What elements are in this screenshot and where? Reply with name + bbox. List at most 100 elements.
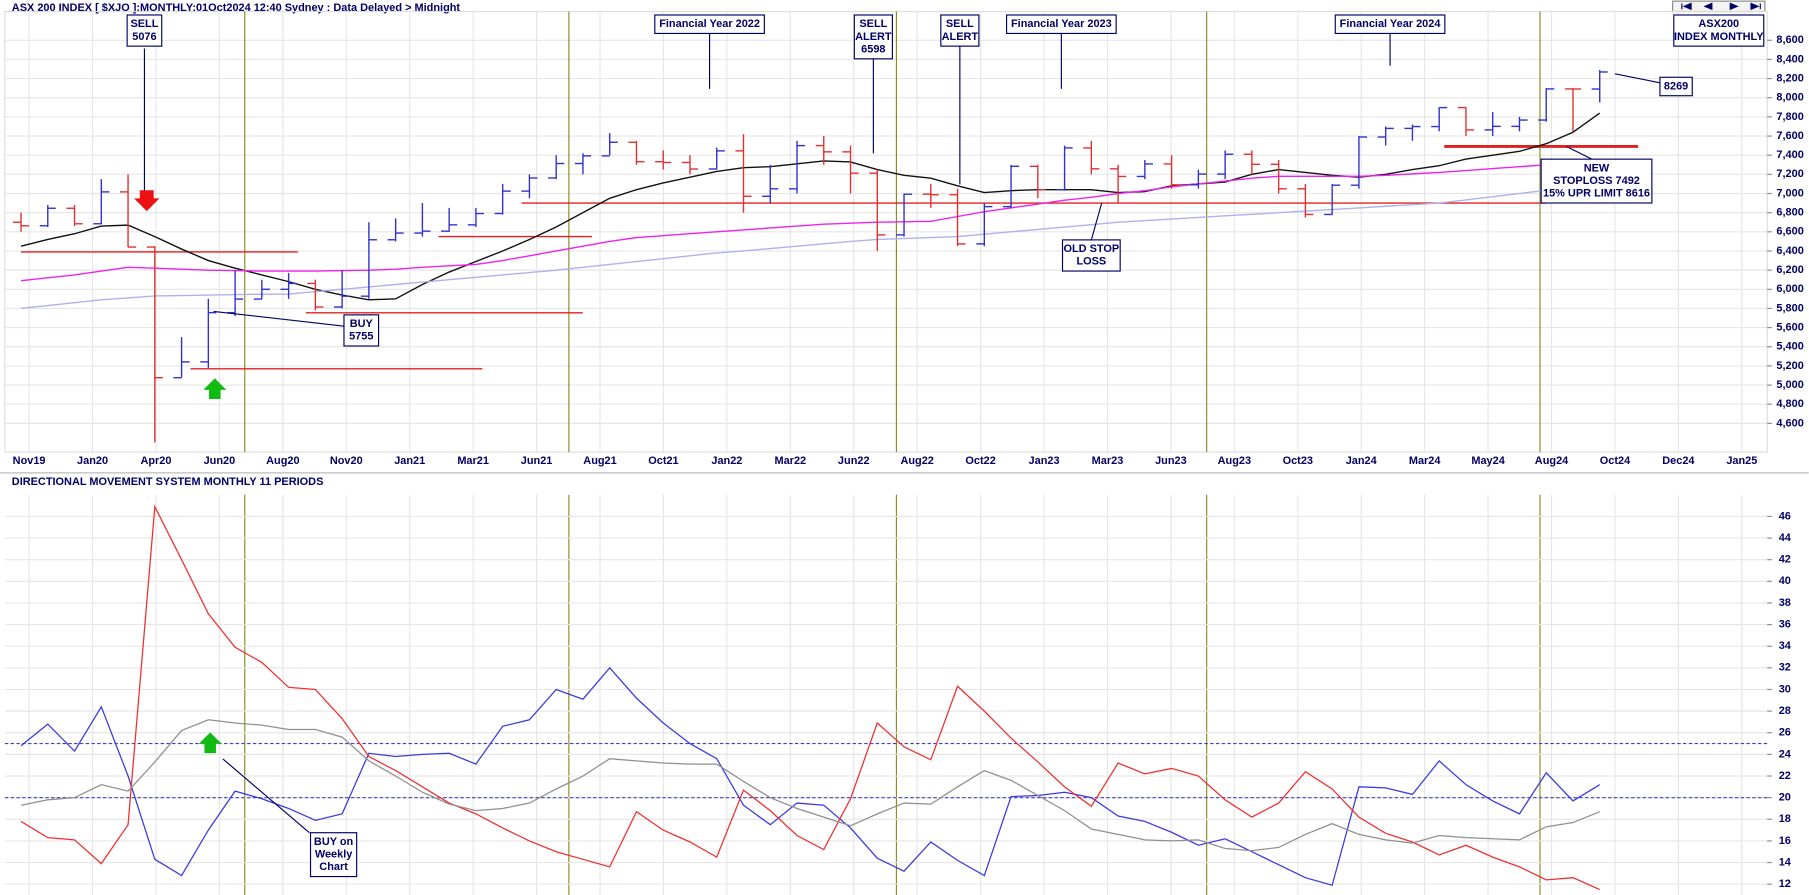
annotation-box bbox=[126, 14, 163, 47]
x-tick-label: May24 bbox=[1471, 455, 1505, 467]
annotation-text: STOPLOSS 7492 bbox=[1553, 175, 1640, 187]
annotation-box bbox=[1673, 14, 1765, 47]
x-tick-label: Nov19 bbox=[13, 455, 46, 467]
x-tick-label: Mar21 bbox=[457, 455, 489, 467]
moving-average bbox=[20, 158, 1600, 282]
y-tick-label: 8,200 bbox=[1776, 72, 1803, 84]
annotation-text: ASX200 bbox=[1698, 18, 1739, 30]
y-tick-label: 34 bbox=[1779, 640, 1792, 652]
y-tick-label: 18 bbox=[1779, 813, 1791, 825]
annotation-text: BUY on bbox=[314, 836, 353, 848]
annotation-text: Chart bbox=[319, 861, 348, 873]
annotation-text: Financial Year 2024 bbox=[1340, 18, 1442, 30]
x-tick-label: Mar23 bbox=[1092, 455, 1124, 467]
y-tick-label: 26 bbox=[1779, 727, 1791, 739]
annotation-text: 15% UPR LIMIT 8616 bbox=[1543, 188, 1650, 200]
dmi-line bbox=[20, 504, 1600, 891]
annotation-leader bbox=[1090, 202, 1103, 241]
annotation-text: Financial Year 2022 bbox=[659, 18, 760, 30]
annotation-text: 5755 bbox=[349, 331, 373, 343]
x-tick-label: Jan25 bbox=[1726, 455, 1757, 467]
x-tick-label: Aug22 bbox=[900, 455, 933, 467]
x-tick-label: Aug24 bbox=[1535, 455, 1569, 467]
x-tick-label: Jun21 bbox=[521, 455, 553, 467]
y-tick-label: 38 bbox=[1779, 597, 1791, 609]
nav-buttons[interactable] bbox=[1672, 0, 1766, 13]
y-tick-label: 6,800 bbox=[1776, 207, 1803, 219]
annotation-text: 8269 bbox=[1664, 80, 1688, 92]
y-tick-label: 8,000 bbox=[1776, 92, 1803, 104]
y-tick-label: 6,000 bbox=[1776, 283, 1803, 295]
y-tick-label: 40 bbox=[1779, 575, 1791, 587]
y-tick-label: 5,800 bbox=[1776, 302, 1803, 314]
y-tick-label: 20 bbox=[1779, 792, 1791, 804]
annotation-text: 6598 bbox=[861, 43, 885, 55]
annotation-text: Financial Year 2023 bbox=[1011, 18, 1112, 30]
annotation-box bbox=[1061, 239, 1121, 272]
annotation-text: LOSS bbox=[1076, 256, 1106, 268]
y-tick-label: 7,600 bbox=[1776, 130, 1803, 142]
annotation-text: ALERT bbox=[942, 31, 979, 43]
annotation-box bbox=[853, 14, 893, 60]
x-tick-label: Jan20 bbox=[77, 455, 108, 467]
annotation-box bbox=[940, 14, 980, 47]
nav-icons[interactable] bbox=[1681, 2, 1761, 11]
annotation-leader bbox=[213, 310, 347, 327]
dmi-line bbox=[20, 666, 1601, 887]
y-tick-label: 6,200 bbox=[1776, 264, 1803, 276]
y-tick-label: 5,600 bbox=[1776, 321, 1803, 333]
x-tick-label: Jan21 bbox=[394, 455, 425, 467]
y-tick-label: 8,400 bbox=[1776, 53, 1803, 65]
annotation-text: NEW bbox=[1584, 162, 1610, 174]
annotation-text: ALERT bbox=[855, 31, 892, 43]
y-tick-label: 28 bbox=[1779, 705, 1791, 717]
x-tick-label: Dec24 bbox=[1662, 455, 1695, 467]
annotation-box bbox=[1540, 158, 1653, 204]
y-tick-label: 4,600 bbox=[1776, 417, 1803, 429]
x-tick-label: Jan24 bbox=[1346, 455, 1378, 467]
y-tick-label: 7,000 bbox=[1776, 187, 1803, 199]
x-tick-label: Oct23 bbox=[1283, 455, 1313, 467]
y-tick-label: 24 bbox=[1779, 748, 1792, 760]
x-tick-label: Mar24 bbox=[1409, 455, 1442, 467]
y-tick-label: 5,400 bbox=[1776, 341, 1803, 353]
x-tick-label: Apr20 bbox=[140, 455, 171, 467]
y-tick-label: 14 bbox=[1779, 856, 1792, 868]
x-tick-label: Jan23 bbox=[1029, 455, 1060, 467]
x-tick-label: Jun22 bbox=[838, 455, 870, 467]
annotation-box bbox=[654, 14, 765, 35]
annotation-text: SELL bbox=[946, 18, 974, 30]
annotation-text: SELL bbox=[859, 18, 887, 30]
annotation-box bbox=[1659, 76, 1693, 97]
y-tick-label: 16 bbox=[1779, 835, 1791, 847]
chart-title: ASX 200 INDEX [ $XJO ]:MONTHLY:01Oct2024… bbox=[12, 2, 461, 14]
annotation-text: SELL bbox=[130, 18, 158, 30]
annotation-text: OLD STOP bbox=[1063, 243, 1119, 255]
annotation-text: BUY bbox=[350, 318, 374, 330]
y-tick-label: 4,800 bbox=[1776, 398, 1803, 410]
y-tick-label: 22 bbox=[1779, 770, 1791, 782]
x-tick-label: Aug21 bbox=[583, 455, 616, 467]
x-tick-label: Oct21 bbox=[648, 455, 678, 467]
buy-arrow bbox=[198, 732, 222, 754]
x-tick-label: Jan22 bbox=[711, 455, 742, 467]
annotation-box bbox=[1005, 14, 1117, 35]
y-tick-label: 5,000 bbox=[1776, 379, 1803, 391]
y-tick-label: 7,800 bbox=[1776, 111, 1803, 123]
y-tick-label: 7,400 bbox=[1776, 149, 1803, 161]
indicator-title: DIRECTIONAL MOVEMENT SYSTEM MONTHLY 11 P… bbox=[12, 476, 324, 488]
annotation-box bbox=[343, 314, 380, 347]
x-tick-label: Aug20 bbox=[266, 455, 299, 467]
dmi-line bbox=[20, 719, 1600, 852]
y-tick-label: 12 bbox=[1779, 878, 1791, 890]
x-tick-label: Jun23 bbox=[1155, 455, 1187, 467]
x-tick-label: Mar22 bbox=[775, 455, 807, 467]
y-tick-label: 6,600 bbox=[1776, 226, 1803, 238]
y-tick-label: 46 bbox=[1779, 510, 1791, 522]
buy-arrow bbox=[203, 378, 227, 400]
x-tick-label: Aug23 bbox=[1218, 455, 1251, 467]
x-tick-label: Nov20 bbox=[330, 455, 363, 467]
y-tick-label: 36 bbox=[1779, 618, 1791, 630]
annotation-text: INDEX MONTHLY bbox=[1674, 31, 1764, 43]
